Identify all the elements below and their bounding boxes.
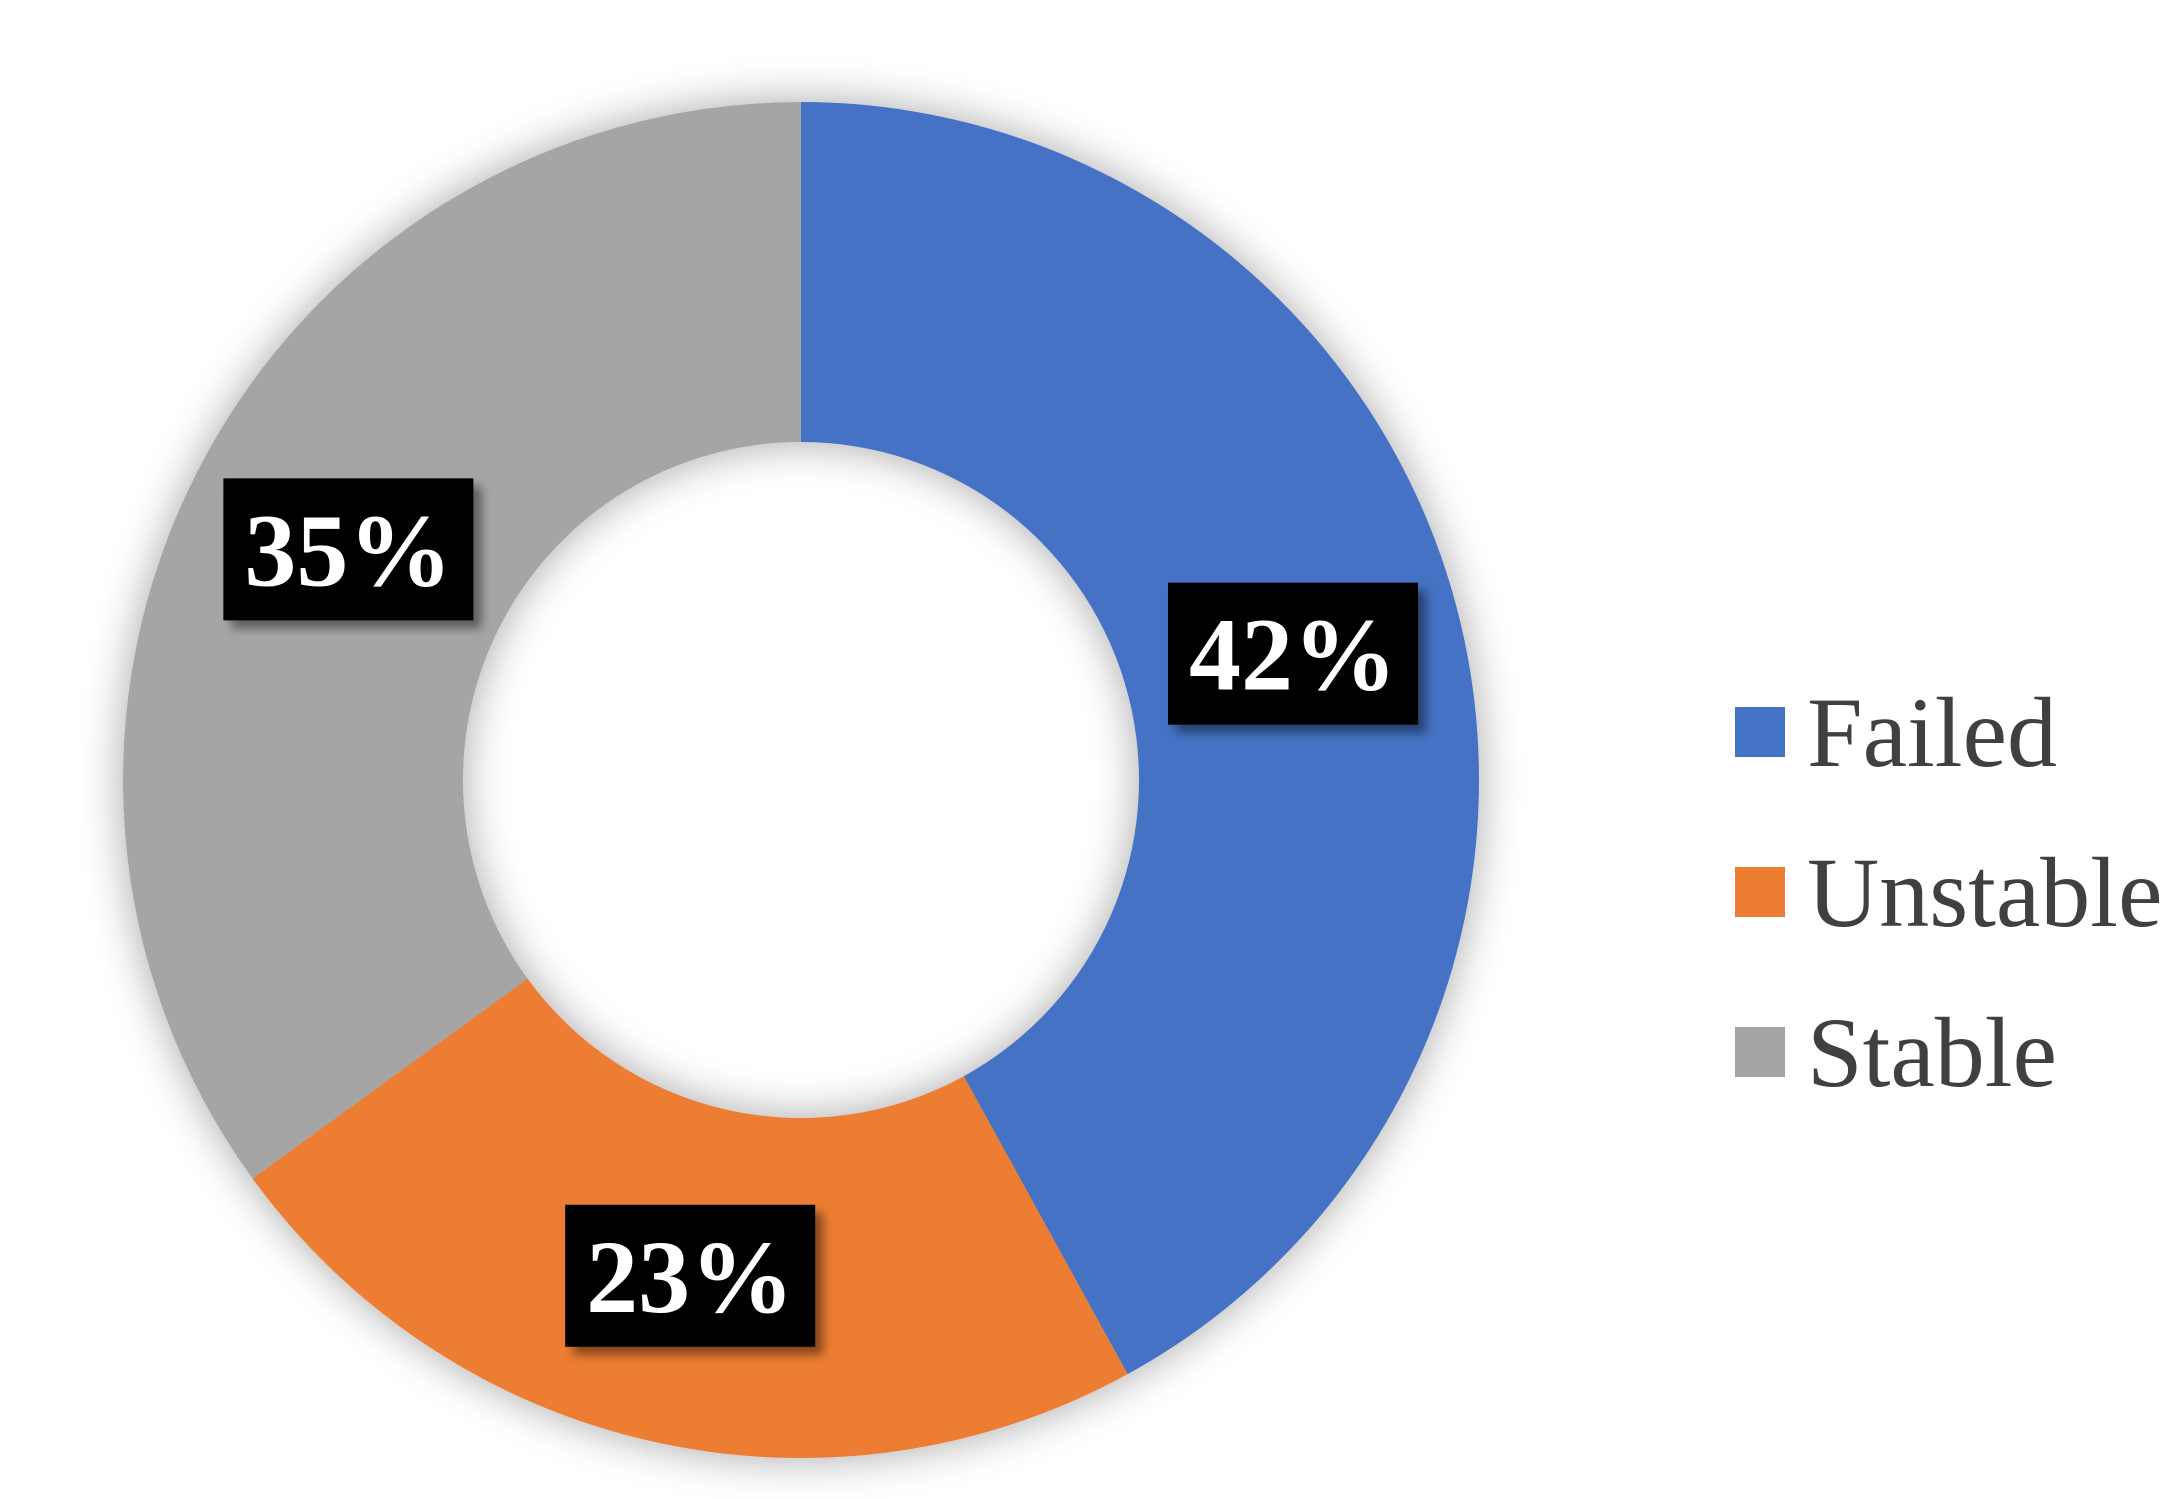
donut-slices	[123, 102, 1479, 1459]
legend: Failed Unstable Stable	[1735, 677, 2162, 1108]
legend-swatch	[1735, 1027, 1785, 1077]
legend-label: Failed	[1807, 677, 2057, 788]
legend-item-failed: Failed	[1735, 677, 2057, 788]
data-label-text: 42%	[1189, 598, 1397, 713]
slice-failed	[801, 102, 1479, 1375]
data-label-failed: 42%	[1168, 582, 1419, 725]
data-label-box	[223, 478, 474, 621]
legend-item-stable: Stable	[1735, 997, 2057, 1108]
data-labels: 42% 23% 35%	[223, 478, 1419, 1347]
data-label-text: 23%	[586, 1220, 794, 1335]
legend-item-unstable: Unstable	[1735, 837, 2162, 948]
data-label-text: 35%	[244, 493, 452, 608]
slice-stable	[123, 102, 801, 1179]
legend-swatch	[1735, 707, 1785, 757]
data-label-box	[1168, 582, 1419, 725]
legend-label: Stable	[1807, 997, 2057, 1108]
data-label-box	[565, 1204, 816, 1347]
legend-label: Unstable	[1807, 837, 2162, 948]
legend-swatch	[1735, 867, 1785, 917]
data-label-unstable: 23%	[565, 1204, 816, 1347]
data-label-stable: 35%	[223, 478, 474, 621]
